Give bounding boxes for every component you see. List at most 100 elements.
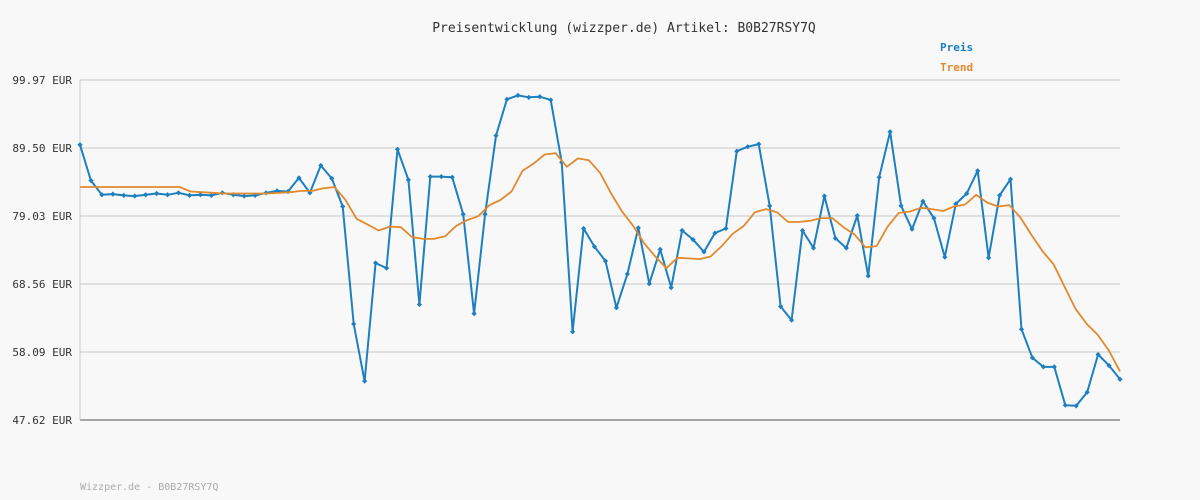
series-line-preis [79,94,1121,407]
data-point-preis [898,203,904,209]
data-point-preis [548,97,554,103]
data-point-preis [186,192,193,199]
data-point-preis [821,193,828,199]
y-tick-label: 89.50 EUR [12,142,72,155]
data-point-preis [865,273,871,279]
data-point-preis [372,260,379,266]
data-point-preis [427,173,433,180]
data-point-preis [591,244,598,250]
legend-preis: Preis [940,41,973,54]
y-tick-label: 68.56 EUR [12,278,72,291]
data-point-preis [340,203,346,210]
data-point-preis [329,175,335,182]
data-point-preis [296,175,302,181]
data-point-preis [1051,364,1057,370]
data-point-preis [1007,176,1014,182]
data-point-preis [482,211,488,217]
data-point-preis [1029,355,1036,361]
data-point-preis [942,254,948,260]
data-point-preis [876,174,882,180]
data-point-preis [351,321,357,327]
data-point-preis [843,245,849,251]
data-point-preis [416,301,422,308]
data-point-preis [635,225,641,231]
data-point-preis [657,246,663,252]
data-point-preis [307,190,313,196]
y-tick-label: 47.62 EUR [12,414,72,427]
data-point-preis [1084,389,1090,395]
data-point-preis [460,211,466,217]
data-point-preis [1106,362,1112,369]
data-point-preis [701,249,707,255]
y-axis-tick-labels: 99.97 EUR 89.50 EUR 79.03 EUR 68.56 EUR 58.0… [12,74,72,427]
legend-trend: Trend [940,61,973,74]
data-point-preis [887,129,893,135]
y-tick-label: 79.03 EUR [12,210,72,223]
data-point-preis [438,173,444,180]
data-point-preis [88,177,94,184]
data-point-preis [745,144,751,150]
data-point-preis [318,162,324,169]
data-point-preis [1062,402,1068,408]
footer-text: Wizzper.de - B0B27RSY7Q [80,482,218,493]
data-point-preis [624,271,630,277]
data-point-preis [1040,364,1046,370]
grid-lines [80,79,1120,353]
data-point-preis [964,190,970,197]
data-point-preis [493,133,499,139]
data-point-preis [788,317,795,323]
data-point-preis [1117,376,1123,382]
data-point-preis [756,141,762,147]
data-point-preis [175,190,182,196]
data-point-preis [920,198,926,204]
data-point-preis [559,159,565,165]
data-point-preis [241,193,247,199]
data-point-preis [526,94,532,100]
data-point-preis [909,226,915,232]
data-point-preis [723,225,729,232]
series-line-trend [80,152,1121,372]
data-point-preis [1073,403,1079,409]
data-point-preis [515,92,521,98]
data-point-preis [1018,326,1025,332]
series-layer [77,92,1123,409]
data-point-preis [77,142,83,148]
data-point-preis [394,146,401,152]
data-point-preis [121,192,127,199]
data-point-preis [767,203,773,209]
data-point-preis [1095,351,1101,358]
data-point-preis [975,168,981,174]
y-tick-label: 99.97 EUR [12,74,72,87]
data-point-preis [810,245,817,251]
data-point-preis [580,225,587,232]
data-point-preis [679,227,685,234]
data-point-preis [471,311,477,317]
data-point-preis [405,177,412,183]
data-point-preis [143,192,149,198]
data-point-preis [602,258,609,264]
data-point-preis [734,148,740,154]
data-point-preis [132,193,138,199]
data-point-preis [996,192,1003,199]
data-point-preis [799,227,806,234]
data-point-preis [99,192,105,198]
data-point-preis [668,285,674,291]
data-point-preis [362,378,368,384]
data-point-preis [613,305,620,311]
data-point-preis [197,192,204,198]
data-point-preis [208,192,214,199]
y-tick-label: 58.09 EUR [12,346,72,359]
data-point-preis [110,191,116,197]
data-point-preis [712,230,718,236]
chart-title: Preisentwicklung (wizzper.de) Artikel: B… [432,21,816,36]
data-point-preis [449,174,455,180]
data-point-preis [164,192,171,198]
data-point-preis [778,303,784,310]
data-point-preis [570,329,576,335]
data-point-preis [383,265,390,271]
data-point-preis [854,212,860,219]
data-point-preis [832,235,838,241]
data-point-preis [154,190,160,197]
data-point-preis [931,215,937,221]
